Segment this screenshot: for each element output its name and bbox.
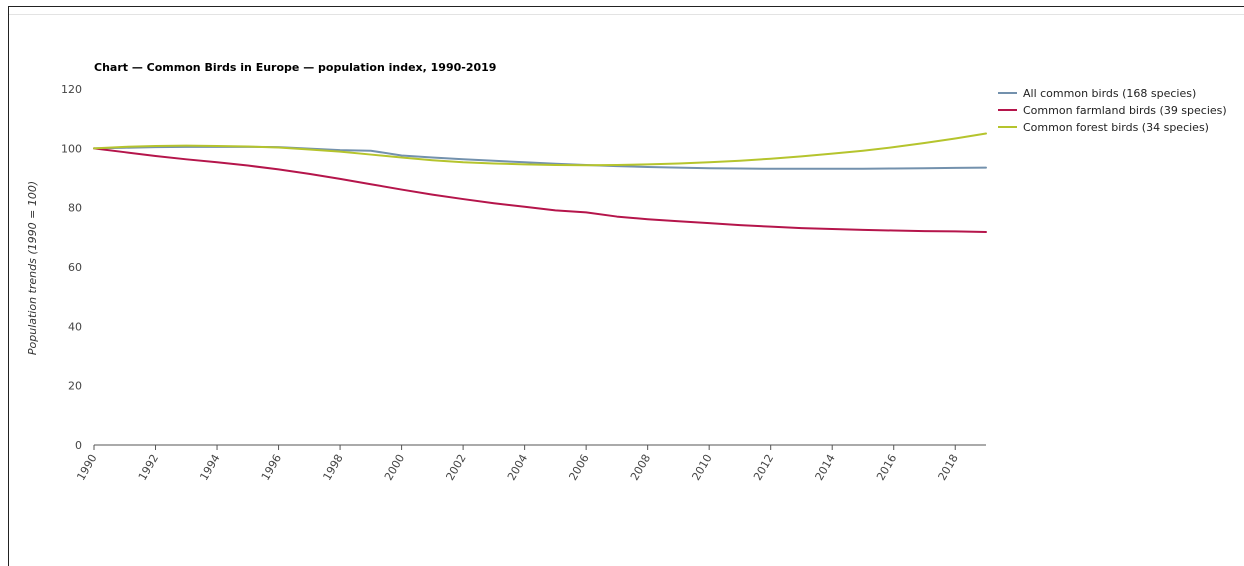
x-tick-label: 2000 bbox=[382, 452, 407, 483]
y-tick-label: 0 bbox=[75, 439, 82, 452]
x-tick-label: 2004 bbox=[505, 452, 530, 483]
series-line-3 bbox=[93, 132, 987, 167]
y-tick-label: 100 bbox=[61, 142, 82, 155]
x-axis: 1990 1992 1994 1996 1998 2000 2002 2004 2006 2008… bbox=[74, 444, 986, 483]
legend-item[interactable]: All common birds (168 species) bbox=[998, 87, 1196, 100]
x-tick-label: 2010 bbox=[690, 452, 715, 483]
legend-label: Common farmland birds (39 species) bbox=[1023, 104, 1227, 117]
x-tick-label: 1998 bbox=[320, 452, 345, 483]
series-line-2 bbox=[93, 147, 987, 233]
legend-item[interactable]: Common farmland birds (39 species) bbox=[998, 104, 1227, 117]
x-tick-label: 2012 bbox=[751, 452, 776, 483]
y-tick-label: 120 bbox=[61, 83, 82, 96]
y-tick-label: 80 bbox=[68, 202, 82, 215]
header-divider bbox=[9, 14, 1244, 15]
chart-frame bbox=[8, 6, 1244, 566]
legend-item[interactable]: Common forest birds (34 species) bbox=[998, 121, 1209, 134]
legend-label: All common birds (168 species) bbox=[1023, 87, 1196, 100]
line-chart: Chart — Common Birds in Europe — populat… bbox=[26, 61, 1227, 483]
legend: All common birds (168 species) Common far… bbox=[998, 87, 1227, 134]
x-tick-label: 1994 bbox=[197, 452, 222, 483]
series-lines bbox=[93, 132, 987, 233]
x-tick-label: 1992 bbox=[136, 452, 161, 483]
x-tick-label: 1996 bbox=[259, 452, 284, 483]
x-tick-label: 2016 bbox=[874, 452, 899, 483]
y-axis-label: Population trends (1990 = 100) bbox=[26, 181, 39, 355]
y-tick-label: 40 bbox=[68, 320, 82, 333]
x-tick-label: 2014 bbox=[813, 452, 838, 483]
x-tick-label: 2018 bbox=[936, 452, 961, 483]
x-tick-label: 2008 bbox=[628, 452, 653, 483]
x-tick-label: 2006 bbox=[566, 452, 591, 483]
chart-title: Chart — Common Birds in Europe — populat… bbox=[94, 61, 496, 74]
x-tick-label: 2002 bbox=[443, 452, 468, 483]
y-axis: 0 20 40 60 80 100 120 bbox=[61, 83, 82, 452]
legend-label: Common forest birds (34 species) bbox=[1023, 121, 1209, 134]
y-tick-label: 60 bbox=[68, 261, 82, 274]
y-tick-label: 20 bbox=[68, 380, 82, 393]
x-tick-label: 1990 bbox=[74, 452, 99, 483]
